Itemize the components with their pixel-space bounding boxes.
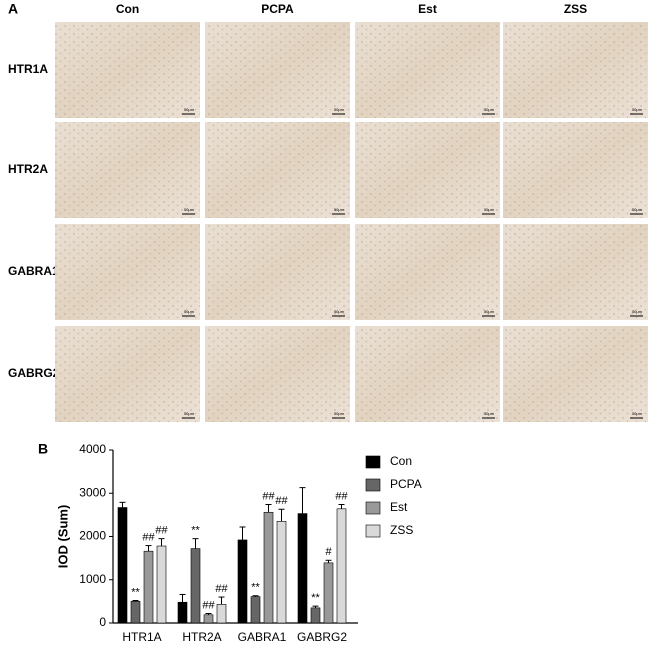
column-header: Con	[116, 2, 139, 16]
scale-bar-label: 50μm	[632, 309, 643, 314]
micrograph-texture	[503, 224, 648, 320]
row-label: HTR1A	[8, 62, 48, 76]
column-header: Est	[418, 2, 437, 16]
micrograph-texture	[503, 122, 648, 218]
legend-label: Con	[390, 454, 412, 468]
row-label: GABRG2	[8, 366, 60, 380]
bar	[216, 604, 227, 624]
legend-label: PCPA	[390, 477, 422, 491]
micrograph-texture	[355, 326, 500, 422]
bar	[323, 562, 334, 624]
scale-bar-label: 50μm	[484, 309, 495, 314]
micrograph-texture	[205, 326, 350, 422]
micrograph-texture	[55, 224, 200, 320]
micrograph-texture	[503, 22, 648, 118]
significance-mark: **	[311, 592, 320, 604]
micrograph-texture	[355, 224, 500, 320]
significance-mark: **	[131, 586, 140, 598]
scale-bar-label: 50μm	[184, 411, 195, 416]
y-tick-label: 2000	[79, 529, 106, 543]
x-tick-label: HTR1A	[122, 630, 161, 644]
scale-bar-label: 50μm	[184, 309, 195, 314]
y-tick-label: 0	[99, 615, 106, 629]
legend-swatch	[365, 524, 381, 538]
legend-swatch	[365, 501, 381, 515]
bar	[297, 513, 308, 624]
significance-mark: #	[325, 546, 332, 558]
significance-mark: **	[191, 525, 200, 537]
scale-bar-label: 50μm	[334, 207, 345, 212]
bar	[190, 548, 201, 624]
micrograph-texture	[205, 122, 350, 218]
bar	[250, 596, 261, 624]
scale-bar-label: 50μm	[484, 411, 495, 416]
significance-mark: ##	[262, 490, 275, 502]
bar	[310, 607, 321, 624]
scale-bar-label: 50μm	[632, 207, 643, 212]
column-header: ZSS	[564, 2, 587, 16]
legend-swatch	[365, 478, 381, 492]
significance-mark: ##	[215, 583, 228, 595]
scale-bar-label: 50μm	[484, 207, 495, 212]
bar	[263, 511, 274, 624]
x-tick-label: GABRG2	[297, 630, 347, 644]
x-tick-label: HTR2A	[182, 630, 221, 644]
bar	[237, 539, 248, 624]
significance-mark: ##	[202, 599, 215, 611]
micrograph-texture	[355, 22, 500, 118]
legend-swatch	[365, 455, 381, 469]
scale-bar-label: 50μm	[184, 107, 195, 112]
bar	[276, 521, 287, 624]
scale-bar-label: 50μm	[334, 309, 345, 314]
x-tick-label: GABRA1	[238, 630, 287, 644]
bar	[336, 508, 347, 624]
significance-mark: ##	[142, 531, 155, 543]
bar	[117, 507, 128, 624]
scale-bar-label: 50μm	[184, 207, 195, 212]
y-tick-label: 3000	[79, 485, 106, 499]
significance-mark: ##	[275, 495, 288, 507]
scale-bar-label: 50μm	[632, 107, 643, 112]
micrograph-texture	[503, 326, 648, 422]
significance-mark: ##	[335, 490, 348, 502]
row-label: HTR2A	[8, 162, 48, 176]
scale-bar-label: 50μm	[484, 107, 495, 112]
significance-mark: ##	[155, 525, 168, 537]
micrograph-texture	[355, 122, 500, 218]
y-axis-label: IOD (Sum)	[55, 505, 70, 569]
significance-mark: **	[251, 582, 260, 594]
micrograph-grid: Con PCPA Est ZSS HTR1A 50μm 50μm 50μm 50μm HTR2A 5…	[8, 2, 648, 422]
scale-bar-label: 50μm	[334, 411, 345, 416]
bar	[177, 601, 188, 624]
y-tick-label: 1000	[79, 572, 106, 586]
micrograph-texture	[205, 22, 350, 118]
micrograph-texture	[55, 326, 200, 422]
micrograph-texture	[55, 22, 200, 118]
bar	[156, 545, 167, 624]
bar	[203, 614, 214, 624]
bar	[130, 601, 141, 624]
y-tick-label: 4000	[79, 442, 106, 456]
micrograph-texture	[205, 224, 350, 320]
legend-label: Est	[390, 500, 408, 514]
panel-label: A	[8, 1, 18, 17]
scale-bar-label: 50μm	[334, 107, 345, 112]
row-label: GABRA1	[8, 264, 59, 278]
legend-label: ZSS	[390, 523, 413, 537]
scale-bar-label: 50μm	[632, 411, 643, 416]
micrograph-texture	[55, 122, 200, 218]
column-header: PCPA	[261, 2, 294, 16]
panel-label: B	[38, 441, 48, 457]
bar	[143, 550, 154, 624]
